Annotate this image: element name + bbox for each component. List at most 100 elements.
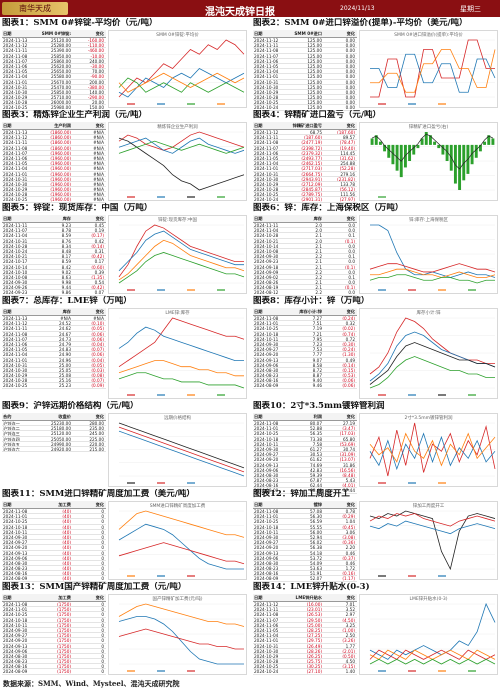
table-cell: 沪锌连四	[3, 436, 20, 442]
table-cell: (28.25)	[306, 627, 322, 633]
table-cell: #N/A	[93, 145, 104, 151]
line-chart: 2寸*3.5mm镀锌管利润	[359, 413, 498, 487]
table-cell: #N/A	[93, 316, 104, 321]
table-cell: 2024-10-28	[3, 243, 28, 249]
table-row: 2024-10-11 7.95 0.72	[253, 337, 357, 342]
table-cell: 2024-11-01	[3, 357, 28, 363]
table-cell: 24.52	[59, 321, 71, 327]
panel-body: 日期 利润 变化 2024-11-08 80.07 27.19 2024-11-01 52.8…	[253, 413, 498, 494]
table-cell: #N/A	[93, 187, 104, 193]
table-cell: (30.25)	[306, 664, 322, 670]
table-cell: 125.00	[307, 105, 322, 111]
table-row: 2024-10-18 (1750) 0	[2, 618, 106, 623]
table-cell: 2024-11-07	[3, 150, 28, 156]
table-row: 2024-11-06 (1960.00) #N/A	[2, 156, 106, 162]
panel-title: 图表5：锌锭：现货库存：中国（万吨）	[2, 203, 153, 213]
table-cell: 254.88	[340, 161, 355, 167]
table-cell: 2024-09-20	[254, 352, 279, 358]
table-row: 2024-10-11 (1750) 0	[2, 623, 106, 628]
table-row: 2024-10-28 8.34 (0.14)	[2, 244, 106, 249]
table-cell: (28.26)	[306, 648, 322, 654]
table-row: 2024-10-25 25980.00 150.00	[2, 105, 106, 111]
column-header: 变化	[346, 216, 355, 221]
table-row: 2024-10-30 25850.00 140.00	[2, 90, 106, 96]
table-cell: 2024-08-30	[254, 367, 279, 373]
panel-body: 日期 镀锌 变化 2024-11-08 57.08 0.78 2024-11-01 56.30…	[253, 501, 498, 582]
table-row: 2024-11-08 (1860.00) #N/A	[2, 146, 106, 151]
table-cell: 125.00	[307, 74, 322, 80]
table-row: 2024-08-23 67.87 5.43	[253, 478, 357, 484]
table-row: 2024-09-30 52.94 (3.08)	[253, 535, 357, 541]
data-table: 日期 镀锌 变化 2024-11-08 57.08 0.78 2024-11-01 56.30…	[253, 501, 357, 582]
chart-svg	[369, 602, 496, 672]
table-cell: 2024-09-23	[3, 290, 28, 296]
table-cell: 24.67	[59, 331, 71, 337]
table-cell: 2024-11-05	[254, 627, 279, 633]
table-cell: 2024-09-18	[254, 264, 279, 270]
table-row: 2024-10-31 125.00 0.00	[253, 80, 357, 85]
table-cell: -110.00	[87, 43, 104, 49]
column-header: 日期	[3, 502, 12, 507]
table-cell: 2024-10-29	[254, 89, 279, 95]
table-cell: (29.50)	[306, 617, 322, 623]
panel-body: 日期 加工费 变化 2024-11-08 (1750) 0 2024-11-01 (1750)…	[2, 594, 247, 675]
series-line-0	[118, 422, 245, 469]
table-cell: 0	[101, 540, 104, 546]
table-cell: (2398.72)	[301, 145, 322, 151]
table-row: 2024-09-30 2.2 0.1	[253, 254, 357, 260]
table-cell: (52.28)	[339, 166, 355, 172]
series-line-1	[118, 68, 245, 98]
table-row: 2024-08-26 2.1 0.0	[253, 280, 357, 286]
table-cell: (3.26)	[342, 638, 355, 644]
table-row: 2024-11-01 (40) 0	[2, 514, 106, 520]
series-line-2	[118, 239, 245, 281]
table-cell: 2024-11-05	[254, 63, 279, 69]
table-cell: 2024-11-07	[254, 145, 279, 151]
table-cell: (27.10)	[306, 669, 322, 675]
table-cell: 2024-10-30	[3, 181, 28, 187]
data-source-footer: 数据来源：SMM、Wind、Mysteel、混沌天成研究院	[3, 679, 180, 688]
table-cell: 2024-11-07	[3, 336, 28, 342]
table-cell: 125.00	[307, 79, 322, 85]
table-header-row: 日期 加工费 变化	[2, 594, 106, 602]
table-row: 2024-11-01 7.51 0.32	[253, 321, 357, 327]
table-cell: (23.01)	[306, 607, 322, 613]
table-cell: 2024-10-30	[254, 84, 279, 90]
table-cell: 89.57	[343, 135, 355, 141]
table-row: 2024-08-09 (1750) 0	[2, 669, 106, 675]
table-cell: 2024-08-09	[254, 576, 279, 582]
table-cell: 25860.00	[51, 58, 71, 64]
table-row: 2024-09-20 (1750) 0	[2, 638, 106, 644]
table-cell: 2024-09-20	[254, 545, 279, 551]
table-cell: (0.05)	[91, 326, 104, 332]
table-cell: (0.17)	[91, 233, 104, 239]
table-cell: 2024-09-06	[254, 555, 279, 561]
table-cell: (53.69)	[339, 441, 355, 447]
panel-body: 日期 库存小计:锌 变化 2024-11-08 7.27 (0.24) 2024-11-01…	[253, 308, 498, 399]
table-cell: 2024-11-06	[3, 63, 28, 69]
chart-panel-p2: 图表2：SMM 0#进口锌溢价(提单)-平均价（美元/吨） 日期 SMM 0#进口锌…	[253, 18, 498, 111]
table-cell: 7.21	[312, 331, 322, 337]
table-cell: 0	[101, 643, 104, 649]
table-cell: 0	[101, 617, 104, 623]
table-cell: 25050.00	[51, 436, 71, 442]
table-cell: (31.09)	[339, 452, 355, 458]
table-cell: (13.07)	[339, 457, 355, 463]
table-row: 2024-10-25 56.35 (17.03)	[253, 431, 357, 437]
table-row: 2024-10-11 (40) 0	[2, 530, 106, 535]
table-row: 2024-11-11 25390.00 -460.00	[2, 48, 106, 54]
table-cell: #N/A	[93, 150, 104, 156]
series-line-3	[369, 274, 495, 284]
panel-title: 图表7：总库存：LME锌（万吨）	[2, 296, 132, 306]
table-cell: 2024-09-13	[3, 643, 28, 649]
table-cell: 2.97	[345, 612, 355, 618]
chart-panel-p12: 图表12：锌加工周度开工 日期 镀锌 变化 2024-11-08 57.08 0.78 202…	[253, 489, 498, 582]
table-row: 2024-10-25 (1750) 0	[2, 612, 106, 618]
table-cell: 8.58	[312, 362, 322, 368]
table-cell: (0.04)	[91, 357, 104, 363]
table-cell: 9.98	[61, 280, 71, 286]
table-cell: 2024-11-11	[3, 223, 28, 228]
panel-title: 图表13：SMM国产锌精矿周度加工费（元/吨）	[2, 582, 187, 592]
table-cell: 68.75	[310, 130, 322, 135]
table-cell: 2.1	[315, 259, 322, 265]
